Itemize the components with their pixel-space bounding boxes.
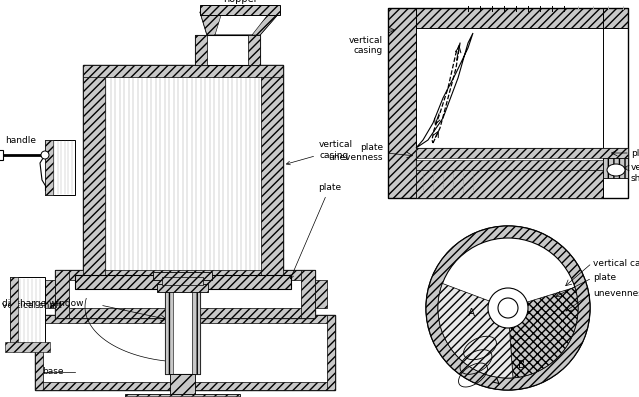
Bar	[165, 289, 173, 374]
Text: B: B	[518, 360, 525, 370]
Bar	[43, 280, 55, 308]
Text: plate: plate	[290, 183, 341, 279]
Circle shape	[438, 238, 578, 378]
Circle shape	[41, 151, 49, 159]
Bar	[416, 148, 628, 158]
Polygon shape	[10, 277, 45, 347]
Polygon shape	[438, 283, 513, 378]
Text: handle: handle	[5, 136, 36, 145]
Text: vertical
casing: vertical casing	[286, 140, 353, 165]
Bar	[416, 160, 628, 170]
Text: hopper: hopper	[222, 0, 258, 4]
Bar	[192, 289, 200, 374]
Bar	[388, 8, 416, 198]
Bar	[200, 5, 280, 15]
Bar	[55, 270, 315, 318]
Bar	[75, 275, 291, 289]
Text: discharge window: discharge window	[2, 299, 84, 308]
Polygon shape	[416, 33, 473, 148]
Bar	[35, 315, 335, 323]
Polygon shape	[200, 12, 222, 35]
Circle shape	[498, 298, 518, 318]
Text: plate
unevenness: plate unevenness	[328, 143, 383, 162]
Circle shape	[488, 288, 528, 328]
Bar	[248, 35, 260, 65]
Bar	[162, 277, 203, 285]
Bar	[10, 277, 18, 347]
Bar	[261, 65, 283, 275]
Bar	[301, 270, 315, 318]
Text: unevenness: unevenness	[593, 289, 639, 297]
Bar	[83, 65, 283, 77]
Bar	[388, 8, 628, 198]
Bar	[165, 289, 200, 374]
Bar	[125, 396, 240, 397]
Bar	[83, 65, 283, 275]
Polygon shape	[200, 12, 280, 35]
Bar	[0, 150, 3, 160]
Text: vertical
shaft: vertical shaft	[631, 163, 639, 183]
Bar	[157, 284, 208, 292]
Bar	[5, 342, 50, 352]
Text: vertical
casing: vertical casing	[349, 36, 383, 56]
Bar	[55, 270, 69, 318]
Bar	[195, 35, 260, 65]
Bar	[55, 270, 315, 280]
Bar	[35, 315, 43, 390]
Text: A: A	[468, 308, 475, 318]
Bar	[603, 158, 628, 178]
Text: vertical casting: vertical casting	[593, 258, 639, 268]
Bar	[153, 272, 212, 280]
Circle shape	[426, 226, 590, 390]
Text: plate: plate	[593, 274, 616, 283]
Bar	[125, 394, 240, 397]
Bar	[315, 280, 327, 308]
Bar	[170, 374, 195, 394]
Bar	[327, 315, 335, 390]
Ellipse shape	[607, 164, 625, 176]
Text: base: base	[42, 368, 63, 376]
Polygon shape	[508, 287, 578, 378]
Bar	[35, 315, 335, 390]
Bar	[416, 170, 603, 198]
Bar	[45, 140, 75, 195]
Text: vertical shaft: vertical shaft	[2, 301, 61, 310]
Bar	[195, 35, 207, 65]
Bar	[55, 308, 315, 318]
Polygon shape	[252, 12, 280, 35]
Bar	[388, 8, 628, 28]
Text: plate: plate	[631, 148, 639, 158]
Bar	[45, 140, 53, 195]
Bar	[83, 65, 105, 275]
Bar	[35, 382, 335, 390]
Bar	[416, 148, 628, 170]
